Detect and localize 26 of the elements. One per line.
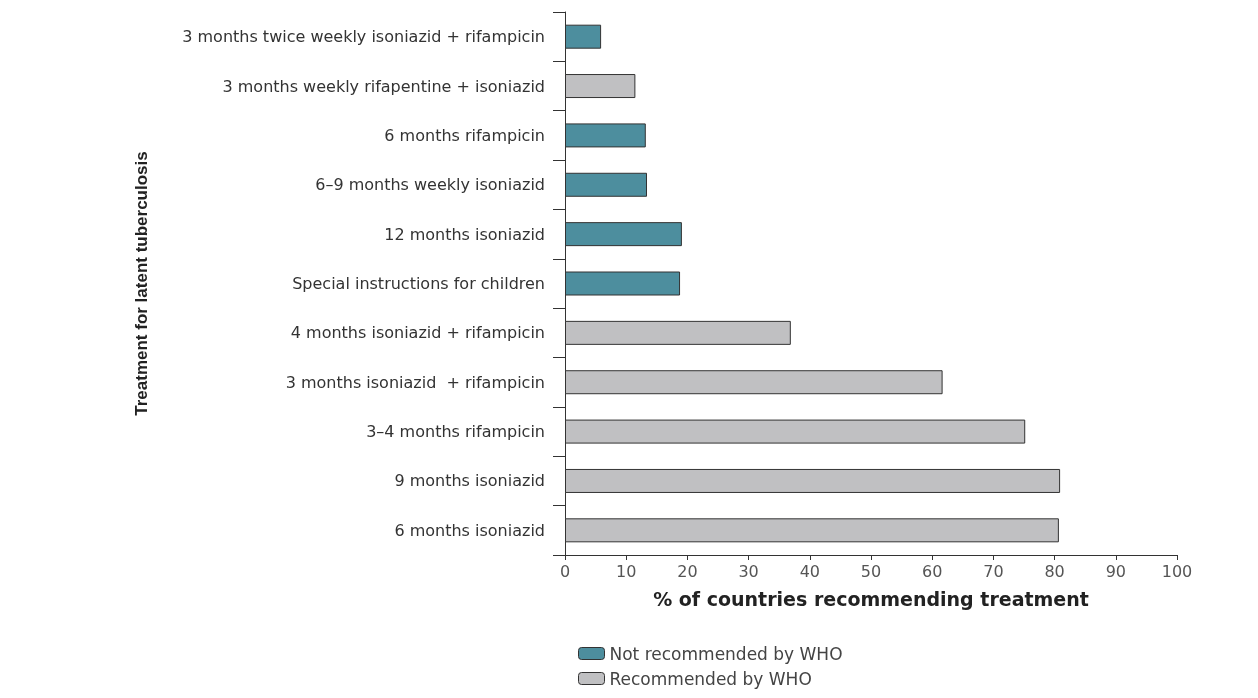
y-tick-label: 3–4 months rifampicin — [366, 422, 545, 442]
x-tick-label: 40 — [799, 561, 820, 581]
x-tick-label: 20 — [677, 561, 698, 581]
y-tick-label: 6 months rifampicin — [384, 125, 545, 145]
y-tick-label: 3 months weekly rifapentine + isoniazid — [222, 76, 545, 96]
y-tick-label: 9 months isoniazid — [394, 471, 545, 491]
x-tick-label: 10 — [616, 561, 637, 581]
x-tick-label: 50 — [860, 561, 882, 581]
x-tick-label: 70 — [983, 561, 1004, 581]
y-tick-label: 12 months isoniazid — [384, 224, 545, 244]
legend-label: Recommended by WHO — [609, 668, 812, 689]
x-tick-label: 100 — [1161, 561, 1193, 581]
y-tick-label: 4 months isoniazid + rifampicin — [290, 323, 545, 343]
legend-label: Not recommended by WHO — [609, 643, 843, 664]
x-tick-label: 60 — [922, 561, 943, 581]
y-axis-title: Treatment for latent tuberculosis — [132, 151, 151, 416]
y-tick-label: Special instructions for children — [292, 274, 545, 293]
x-axis-title: % of countries recommending treatment — [653, 587, 1089, 610]
x-tick-label: 80 — [1044, 561, 1065, 581]
y-tick-label: 6 months isoniazid — [394, 520, 545, 540]
x-tick-label: 0 — [559, 561, 571, 581]
x-tick-label: 90 — [1105, 561, 1126, 581]
y-tick-label: 6–9 months weekly isoniazid — [315, 175, 545, 195]
x-tick-label: 30 — [738, 561, 759, 581]
y-tick-label: 3 months isoniazid + rifampicin — [285, 372, 545, 392]
y-tick-label: 3 months twice weekly isoniazid + rifampicin — [182, 27, 545, 47]
